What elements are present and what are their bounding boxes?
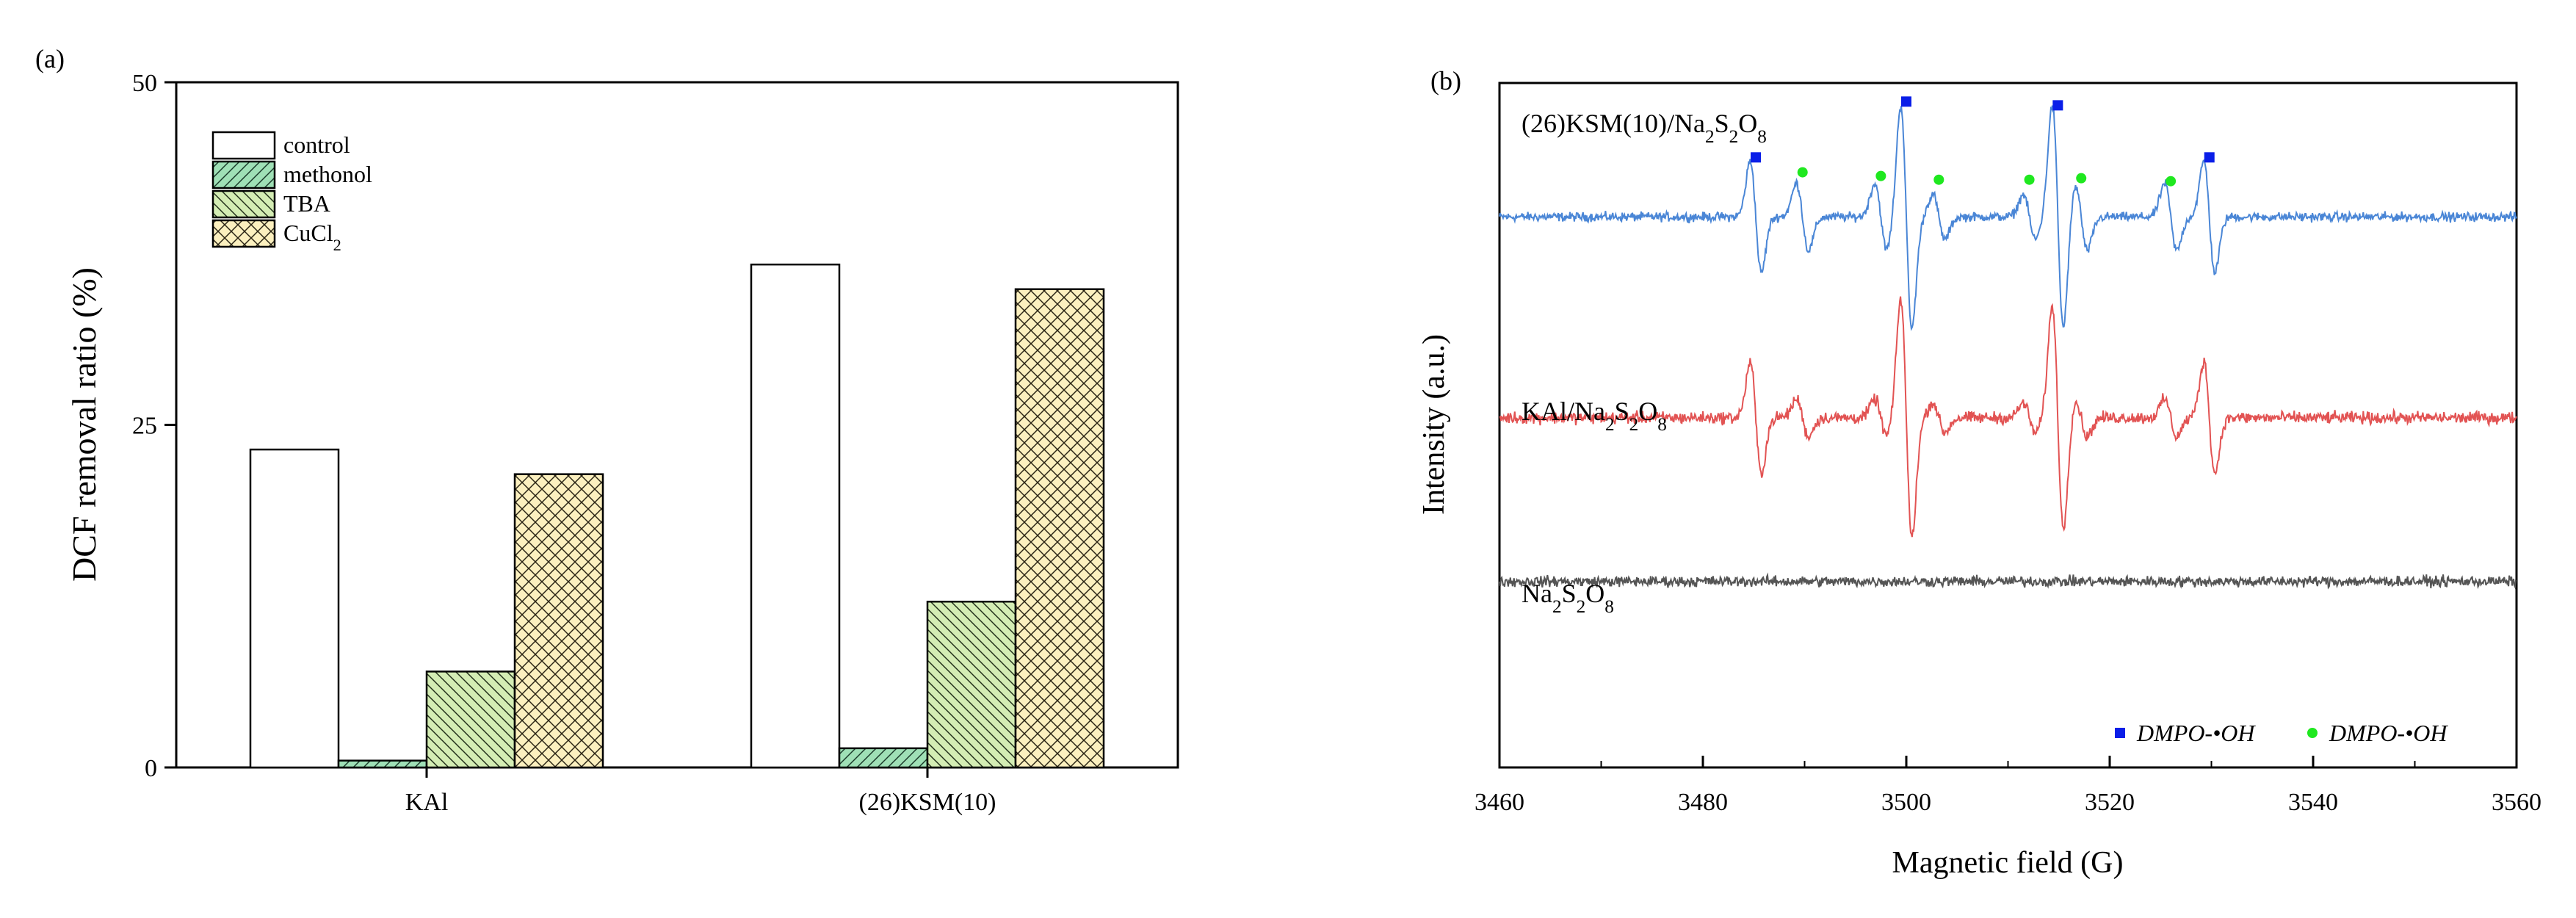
y-tick-label-a: 50 — [132, 70, 157, 97]
label-part: 2 — [1705, 127, 1715, 147]
legend-label-sub: 2 — [333, 236, 341, 254]
legend-label-a: methonol — [283, 161, 372, 187]
dmpo-oh-circle-marker — [2076, 173, 2087, 184]
label-part: S — [1562, 579, 1577, 608]
legend-a: control methonol TBA CuCl2 — [211, 131, 372, 254]
legend-label-b: DMPO-•OH — [2329, 720, 2448, 746]
x-tick-label-b: 3560 — [2492, 789, 2541, 816]
bars-a — [249, 263, 1105, 769]
series-label-b: Na2S2O8 — [1522, 579, 1614, 617]
legend-swatch-a — [211, 189, 276, 219]
y-axis-label-a: DCF removal ratio (%) — [65, 267, 103, 582]
bar-control-0 — [249, 448, 340, 769]
legend-label-base: methonol — [283, 161, 372, 187]
bar-tba-0 — [425, 671, 516, 769]
label-part: 2 — [1605, 415, 1615, 435]
spectra-b — [1499, 105, 2517, 590]
label-part: 2 — [1577, 597, 1586, 617]
x-axis-label-b: Magnetic field (G) — [1892, 846, 2124, 880]
legend-label-base: TBA — [283, 190, 330, 217]
spectrum-line-2 — [1499, 572, 2517, 590]
label-part: S — [1615, 397, 1629, 426]
label-part: 2 — [1552, 597, 1562, 617]
dmpo-oh-circle-marker — [1875, 170, 1886, 181]
dmpo-oh-circle-marker — [1797, 167, 1808, 178]
series-label-b: KAl/Na2S2O8 — [1522, 397, 1667, 435]
dmpo-oh-square-marker — [2204, 152, 2215, 163]
bar-chart-panel: (a) DCF removal ratio (%) 0 25 50 KAl (26)K… — [35, 44, 1179, 816]
label-part: 8 — [1657, 415, 1667, 435]
label-part: O — [1638, 397, 1657, 426]
x-ticks-b: 3460 3480 3500 3520 3540 3560 — [1475, 756, 2541, 816]
bar-tba-1 — [926, 600, 1017, 769]
dmpo-oh-circle-marker — [1933, 174, 1944, 185]
legend-b: DMPO-•OH DMPO-•OH — [2115, 720, 2448, 746]
legend-circle-icon — [2307, 728, 2318, 738]
peak-markers-b — [1751, 96, 2215, 187]
panel-label-a: (a) — [35, 44, 65, 73]
x-tick-label-b: 3500 — [1881, 789, 1931, 816]
bar-methonol-0 — [337, 759, 428, 769]
legend-label-a: control — [283, 131, 350, 158]
x-tick-label-b: 3540 — [2288, 789, 2338, 816]
legend-label-base: CuCl — [283, 220, 333, 246]
dmpo-oh-square-marker — [2052, 100, 2063, 111]
dmpo-oh-circle-marker — [2024, 174, 2035, 185]
bar-cucl2-1 — [1014, 288, 1105, 769]
dmpo-oh-square-marker — [1751, 152, 1762, 163]
epr-spectrum-panel: (b) Intensity (a.u.) Magnetic field (G) … — [1417, 66, 2541, 880]
x-tick-label-b: 3480 — [1678, 789, 1728, 816]
series-label-b: (26)KSM(10)/Na2S2O8 — [1522, 109, 1767, 147]
legend-swatch-a — [211, 131, 276, 160]
x-tick-label-b: 3460 — [1475, 789, 1524, 816]
dmpo-oh-circle-marker — [2166, 176, 2177, 187]
bar-cucl2-0 — [513, 473, 604, 769]
label-part: Na — [1522, 579, 1552, 608]
bar-methonol-1 — [838, 747, 929, 769]
label-part: O — [1585, 579, 1604, 608]
legend-label-a: CuCl2 — [283, 220, 341, 254]
y-tick-label-a: 25 — [132, 413, 157, 440]
legend-label-b: DMPO-•OH — [2136, 720, 2256, 746]
label-part: O — [1738, 109, 1757, 138]
label-part: KAl/Na — [1522, 397, 1605, 426]
y-tick-label-a: 0 — [145, 755, 157, 782]
label-part: 8 — [1757, 127, 1767, 147]
label-part: 8 — [1604, 597, 1614, 617]
label-part: (26)KSM(10)/Na — [1522, 109, 1705, 138]
legend-label-a: TBA — [283, 190, 330, 217]
legend-label-base: control — [283, 131, 350, 158]
x-tick-label-a: KAl — [405, 789, 449, 816]
x-tick-label-a: (26)KSM(10) — [859, 789, 996, 816]
panel-label-b: (b) — [1430, 66, 1461, 95]
legend-swatch-a — [211, 219, 276, 248]
y-ticks-a: 0 25 50 — [132, 70, 176, 782]
label-part: 2 — [1729, 127, 1739, 147]
label-part: S — [1715, 109, 1729, 138]
dmpo-oh-square-marker — [1901, 96, 1911, 107]
legend-square-icon — [2115, 728, 2125, 738]
bar-control-1 — [750, 263, 841, 769]
y-axis-label-b: Intensity (a.u.) — [1417, 334, 1451, 515]
spectrum-line-1 — [1499, 296, 2517, 538]
label-part: 2 — [1629, 415, 1639, 435]
legend-swatch-a — [211, 160, 276, 189]
spectrum-line-0 — [1499, 105, 2517, 331]
x-tick-label-b: 3520 — [2085, 789, 2135, 816]
x-ticks-a: KAl (26)KSM(10) — [405, 767, 996, 816]
